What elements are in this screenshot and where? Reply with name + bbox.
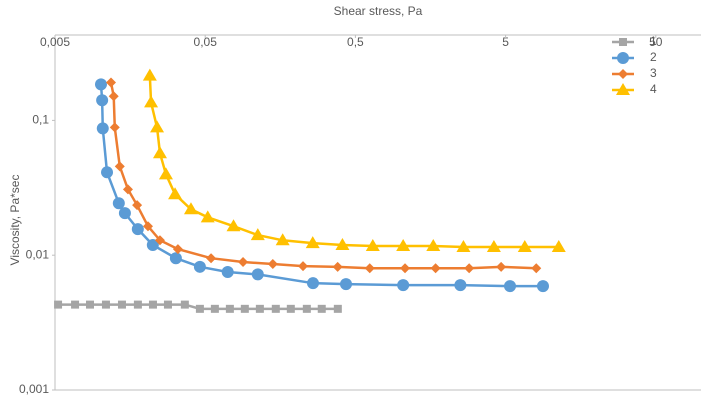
data-point: [340, 278, 353, 291]
data-point: [251, 268, 264, 281]
data-point: [172, 244, 183, 255]
data-point: [154, 235, 165, 246]
x-axis-title: Shear stress, Pa: [334, 4, 423, 18]
data-point: [144, 95, 159, 108]
data-point: [106, 77, 117, 88]
data-point: [255, 304, 264, 313]
data-point: [142, 221, 153, 232]
data-point: [118, 207, 131, 220]
x-tick-label: 0,5: [347, 35, 364, 49]
data-point: [400, 263, 411, 274]
data-point: [364, 263, 375, 274]
data-point: [112, 197, 125, 210]
x-tick-label: 0,05: [194, 35, 218, 49]
legend-marker: [616, 83, 630, 95]
legend-label: 3: [650, 66, 657, 80]
data-point: [536, 280, 549, 293]
series-line: [99, 84, 543, 288]
data-point: [238, 257, 249, 268]
data-point: [305, 236, 320, 249]
data-point: [302, 304, 311, 313]
data-point: [146, 239, 159, 252]
data-point: [109, 122, 120, 133]
data-point: [193, 260, 206, 273]
data-point: [200, 210, 215, 223]
data-point: [298, 261, 309, 272]
data-point: [85, 300, 94, 309]
data-point: [94, 78, 107, 91]
data-point: [221, 266, 234, 279]
legend-label: 2: [650, 50, 657, 64]
legend-label: 1: [650, 34, 657, 48]
legend-marker: [619, 38, 627, 46]
data-point: [132, 200, 143, 211]
data-point: [426, 239, 441, 252]
data-point: [275, 233, 290, 246]
x-tick-label: 5: [502, 35, 509, 49]
data-point: [131, 223, 144, 236]
data-point: [158, 167, 173, 180]
data-point: [210, 304, 219, 313]
data-point: [317, 304, 326, 313]
data-point: [464, 263, 475, 274]
data-point: [180, 300, 189, 309]
data-point: [117, 300, 126, 309]
y-tick-label: 0,1: [32, 113, 49, 127]
data-point: [454, 279, 467, 292]
data-point: [240, 304, 249, 313]
series-line: [109, 82, 537, 270]
data-point: [101, 300, 110, 309]
data-point: [108, 91, 119, 102]
data-point: [286, 304, 295, 313]
x-tick-label: 0,005: [40, 35, 70, 49]
data-point: [250, 228, 265, 241]
data-point: [306, 277, 319, 290]
data-point: [396, 239, 411, 252]
data-point: [163, 300, 172, 309]
data-point: [152, 146, 167, 159]
y-tick-label: 0,01: [26, 247, 50, 261]
data-point: [365, 239, 380, 252]
data-point: [332, 261, 343, 272]
y-axis-title: Viscosity, Pa*sec: [8, 175, 22, 266]
data-point: [195, 304, 204, 313]
x-tick-label: 50: [649, 35, 663, 49]
data-point: [551, 240, 566, 253]
data-point: [430, 263, 441, 274]
data-point: [206, 253, 217, 264]
data-point: [267, 259, 278, 270]
legend-marker: [618, 69, 628, 79]
data-point: [225, 304, 234, 313]
data-point: [517, 240, 532, 253]
data-point: [168, 187, 183, 200]
legend-label: 4: [650, 82, 657, 96]
data-point: [133, 300, 142, 309]
data-point: [504, 280, 517, 293]
data-point: [456, 240, 471, 253]
data-point: [333, 304, 342, 313]
data-point: [397, 279, 410, 292]
data-point: [142, 68, 157, 81]
data-point: [71, 300, 80, 309]
data-point: [150, 120, 165, 133]
data-point: [114, 161, 125, 172]
data-point: [531, 263, 542, 274]
data-point: [169, 252, 182, 265]
legend-marker: [617, 52, 629, 64]
data-point: [226, 219, 241, 232]
data-point: [335, 238, 350, 251]
data-point: [96, 94, 109, 107]
data-point: [271, 304, 280, 313]
data-point: [101, 166, 114, 179]
data-point: [183, 202, 198, 215]
data-point: [54, 300, 63, 309]
data-point: [486, 240, 501, 253]
data-point: [96, 122, 109, 135]
data-point: [122, 184, 133, 195]
data-point: [148, 300, 157, 309]
y-tick-label: 0,001: [19, 382, 49, 396]
data-point: [496, 261, 507, 272]
